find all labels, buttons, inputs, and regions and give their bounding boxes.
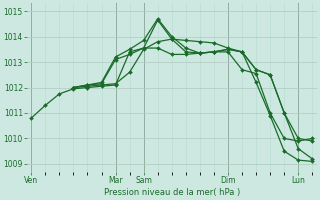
X-axis label: Pression niveau de la mer( hPa ): Pression niveau de la mer( hPa )	[104, 188, 240, 197]
